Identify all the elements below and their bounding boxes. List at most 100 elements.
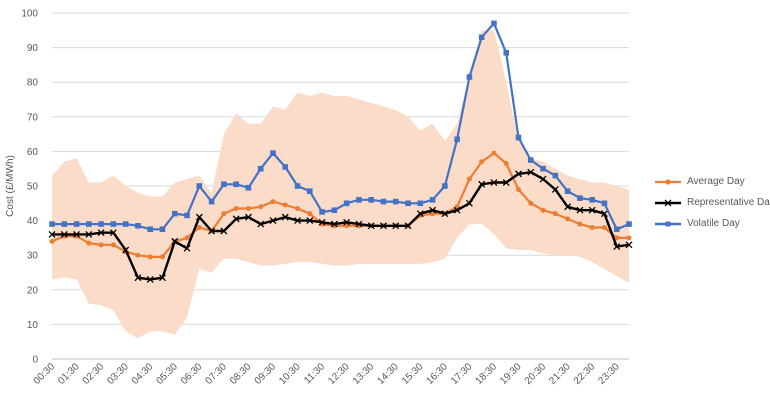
y-tick-label: 30 (27, 251, 39, 262)
data-point (441, 210, 449, 218)
data-point (453, 206, 461, 214)
data-point (368, 197, 374, 203)
data-point (295, 205, 301, 211)
data-point (343, 200, 350, 207)
data-point (540, 207, 546, 213)
x-tick-label: 14:30 (375, 361, 401, 387)
data-point (344, 223, 350, 229)
data-point (98, 221, 104, 227)
data-point (528, 200, 534, 206)
data-point (282, 202, 288, 208)
data-point (146, 275, 154, 283)
data-point (479, 159, 485, 165)
data-point (110, 221, 117, 227)
x-tick-label: 16:30 (424, 361, 450, 387)
data-point (244, 213, 252, 221)
data-point (564, 203, 572, 211)
data-point (221, 181, 227, 188)
data-point (515, 134, 522, 141)
data-point (257, 220, 265, 228)
data-point (147, 226, 154, 233)
data-point (159, 274, 166, 282)
x-tick-label: 06:30 (179, 361, 205, 387)
data-point (380, 222, 387, 230)
data-point (355, 220, 363, 228)
x-tick-label: 07:30 (204, 361, 230, 387)
data-point (306, 217, 314, 225)
data-point (184, 212, 190, 219)
data-point (465, 199, 473, 207)
data-point (491, 20, 497, 27)
data-point (527, 157, 534, 163)
x-tick-label: 23:30 (596, 361, 622, 387)
x-tick-label: 15:30 (400, 361, 426, 387)
data-point (171, 237, 179, 245)
data-point (589, 197, 595, 203)
data-point (626, 235, 632, 241)
data-point (454, 136, 460, 143)
data-point (233, 181, 239, 188)
data-point (159, 254, 165, 260)
x-tick-label: 10:30 (277, 361, 303, 387)
data-point (257, 165, 264, 172)
data-point (86, 240, 92, 246)
series-representative-day (48, 168, 633, 283)
data-point (195, 213, 203, 221)
data-point (466, 74, 473, 80)
data-point (122, 221, 129, 227)
x-tick-label: 04:30 (130, 361, 156, 387)
y-tick-label: 80 (27, 78, 39, 89)
data-point (61, 221, 68, 227)
data-point (515, 170, 522, 178)
x-tick-label: 21:30 (547, 361, 573, 387)
legend-item-volatile-day[interactable]: Volatile Day (655, 213, 770, 234)
data-point (281, 213, 289, 221)
data-point (134, 274, 142, 282)
x-tick-label: 17:30 (449, 361, 475, 387)
y-tick-label: 60 (27, 147, 39, 158)
data-point (221, 211, 227, 217)
x-tick-label: 01:30 (56, 361, 82, 387)
data-point (258, 204, 264, 210)
data-point (73, 221, 80, 227)
data-point (49, 238, 55, 244)
legend-item-average-day[interactable]: Average Day (655, 171, 770, 192)
data-point (601, 200, 608, 207)
x-tick-label: 12:30 (326, 361, 352, 387)
legend: Average Day Representative Day Volatile … (655, 171, 770, 234)
data-point (269, 217, 277, 225)
data-point (527, 168, 535, 176)
x-axis-ticks: 00:30 01:30 02:30 03:30 04:30 05:30 06:30 07:30… (32, 361, 623, 387)
y-tick-label: 0 (32, 355, 38, 366)
data-point (503, 49, 510, 56)
data-point (109, 229, 117, 237)
data-point (626, 221, 632, 227)
data-point (98, 242, 104, 248)
data-point (516, 186, 522, 192)
x-tick-label: 08:30 (228, 361, 254, 387)
data-point (318, 218, 326, 226)
data-point (429, 197, 436, 203)
data-point (85, 230, 93, 238)
y-tick-label: 100 (21, 9, 38, 20)
data-point (270, 199, 276, 205)
legend-swatch-average-day (655, 178, 681, 185)
data-point (577, 195, 583, 201)
range-band (52, 30, 629, 339)
data-point (294, 217, 301, 225)
legend-item-representative-day[interactable]: Representative Day (655, 192, 770, 213)
data-point (147, 254, 153, 260)
data-point (196, 225, 202, 231)
series-lines (48, 20, 633, 283)
legend-label: Volatile Day (687, 218, 740, 229)
data-point (282, 164, 289, 170)
data-point (245, 205, 251, 211)
legend-swatch-volatile-day (655, 221, 681, 226)
series-volatile-day (49, 20, 632, 233)
data-point (613, 226, 620, 233)
band-area (52, 30, 629, 339)
data-point (319, 209, 325, 215)
data-point (392, 222, 400, 230)
x-tick-label: 20:30 (523, 361, 549, 387)
